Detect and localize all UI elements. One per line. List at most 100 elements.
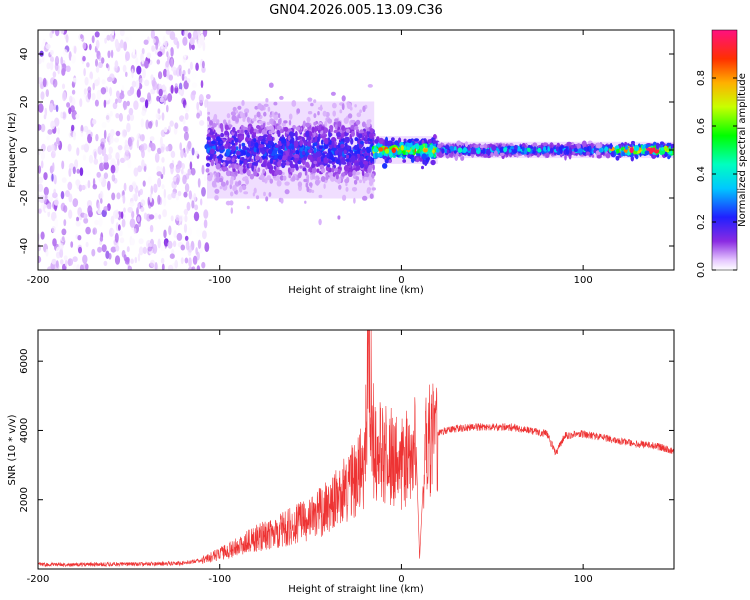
- heatmap-cell: [296, 108, 301, 114]
- heatmap-cell: [230, 207, 233, 214]
- heatmap-cell: [174, 122, 179, 129]
- heatmap-cell: [54, 218, 59, 228]
- heatmap-cell: [559, 148, 563, 154]
- heatmap-cell: [61, 83, 66, 90]
- heatmap-cell: [351, 187, 358, 192]
- y-tick-label: 2000: [19, 487, 30, 512]
- heatmap-cell: [191, 200, 195, 209]
- heatmap-cell: [318, 194, 323, 199]
- heatmap-cell: [320, 176, 326, 182]
- heatmap-cell: [254, 105, 259, 110]
- heatmap-cell: [171, 66, 177, 72]
- heatmap-cell: [437, 143, 442, 149]
- heatmap-cell: [246, 116, 250, 123]
- heatmap-cell: [360, 140, 364, 145]
- heatmap-cell: [413, 138, 420, 142]
- heatmap-cell: [72, 198, 79, 208]
- heatmap-cell: [230, 111, 237, 116]
- heatmap-cell: [60, 111, 64, 119]
- heatmap-cell: [183, 152, 187, 158]
- heatmap-cell: [237, 105, 242, 110]
- heatmap-cell: [325, 173, 329, 181]
- heatmap-cell: [286, 140, 290, 146]
- heatmap-cell: [243, 191, 249, 195]
- heatmap-cell: [40, 160, 44, 169]
- heatmap-cell: [52, 238, 57, 247]
- heatmap-cell: [151, 45, 156, 52]
- heatmap-cell: [302, 167, 307, 172]
- heatmap-cell: [140, 199, 146, 207]
- heatmap-cell: [118, 112, 123, 122]
- heatmap-cell: [350, 155, 356, 163]
- heatmap-cell: [263, 111, 267, 117]
- heatmap-cell: [195, 62, 199, 71]
- heatmap-cell: [136, 65, 142, 75]
- heatmap-cell: [176, 177, 180, 186]
- heatmap-cell: [178, 88, 182, 95]
- heatmap-cell: [586, 151, 590, 156]
- heatmap-cell: [51, 258, 57, 265]
- heatmap-cell: [170, 47, 174, 57]
- heatmap-cell: [182, 36, 188, 46]
- heatmap-cell: [49, 191, 53, 198]
- heatmap-cell: [403, 138, 407, 142]
- heatmap-cell: [329, 125, 334, 130]
- heatmap-cell: [201, 164, 205, 175]
- heatmap-cell: [88, 154, 94, 164]
- heatmap-cell: [263, 134, 268, 138]
- y-tick-label: 6000: [19, 348, 30, 373]
- x-tick-label: -100: [208, 275, 231, 286]
- heatmap-cell: [38, 255, 42, 264]
- heatmap-cell: [154, 152, 160, 163]
- heatmap-cell: [331, 147, 337, 151]
- heatmap-cell: [307, 97, 313, 102]
- heatmap-cell: [332, 110, 337, 117]
- heatmap-cell: [298, 135, 302, 139]
- heatmap-cell: [314, 179, 320, 186]
- heatmap-cell: [273, 120, 277, 126]
- heatmap-cell: [167, 194, 172, 200]
- heatmap-cell: [306, 116, 311, 123]
- y-tick-label: -20: [19, 190, 30, 206]
- heatmap-cell: [313, 113, 317, 119]
- heatmap-cell: [183, 131, 189, 141]
- heatmap-cell: [161, 263, 165, 270]
- heatmap-cell: [118, 229, 123, 237]
- heatmap-cell: [313, 160, 318, 165]
- heatmap-cell: [345, 136, 350, 144]
- heatmap-cell: [327, 118, 333, 124]
- heatmap-cell: [110, 129, 115, 137]
- heatmap-cell: [311, 189, 315, 194]
- heatmap-cell: [424, 143, 428, 149]
- heatmap-cell: [245, 112, 248, 117]
- heatmap-cell: [62, 112, 66, 119]
- heatmap-cell: [279, 95, 284, 100]
- heatmap-cell: [73, 45, 77, 55]
- heatmap-cell: [339, 129, 343, 134]
- heatmap-cell: [288, 174, 292, 179]
- heatmap-cell: [101, 121, 107, 128]
- heatmap-cell: [202, 30, 208, 37]
- heatmap-cell: [642, 144, 646, 150]
- heatmap-cell: [47, 210, 51, 218]
- heatmap-cell: [97, 76, 101, 86]
- heatmap-cell: [151, 38, 156, 44]
- heatmap-cell: [83, 125, 89, 133]
- heatmap-cell: [512, 149, 518, 154]
- heatmap-cell: [210, 153, 214, 157]
- heatmap-cell: [111, 174, 116, 182]
- heatmap-cell: [218, 154, 224, 159]
- bottom-y-axis-label: SNR (10 * v/v): [7, 414, 18, 485]
- heatmap-cell: [304, 170, 308, 176]
- heatmap-cell: [38, 183, 44, 193]
- heatmap-cell: [355, 119, 361, 125]
- heatmap-cell: [446, 149, 450, 154]
- heatmap-cell: [141, 110, 146, 116]
- heatmap-cell: [273, 177, 279, 181]
- heatmap-cell: [154, 262, 158, 270]
- heatmap-cell: [157, 108, 161, 115]
- heatmap-cell: [458, 144, 462, 149]
- heatmap-cell: [68, 209, 73, 219]
- heatmap-cell: [94, 31, 100, 38]
- x-tick-label: -200: [27, 574, 50, 585]
